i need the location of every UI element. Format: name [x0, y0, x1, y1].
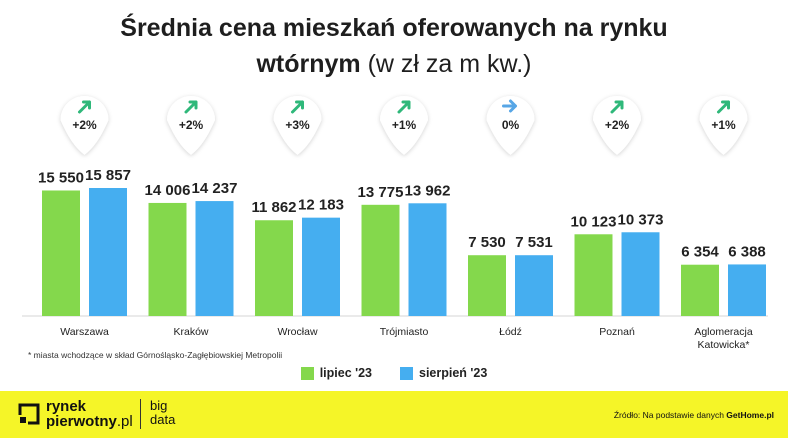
change-label: +2%	[72, 118, 97, 132]
bar	[574, 234, 613, 316]
bar	[302, 217, 340, 316]
chart-title-unit: (w zł za m kw.)	[367, 50, 532, 78]
bar	[42, 190, 80, 316]
legend-swatch-august	[400, 366, 413, 380]
chart-title: Średnia cena mieszkań oferowanych na ryn…	[0, 10, 788, 82]
category-label: Katowicka*	[698, 339, 750, 351]
change-bubble	[593, 96, 641, 155]
arrow-up-right-icon	[78, 100, 91, 114]
bar	[361, 204, 400, 316]
bigdata-line1: big	[150, 398, 168, 413]
bar-value-label: 6 354	[681, 244, 719, 261]
arrow-up-right-icon	[291, 100, 304, 114]
bar	[681, 264, 719, 316]
brand-mark-icon	[18, 403, 40, 425]
bar-value-label: 14 006	[145, 182, 191, 199]
brand-line1: rynek	[46, 398, 87, 415]
brand-tld: .pl	[116, 413, 133, 430]
bar	[515, 255, 553, 316]
category-label: Aglomeracja	[694, 326, 753, 338]
bar	[621, 232, 660, 316]
change-label: 0%	[502, 118, 520, 132]
arrow-up-right-icon	[397, 100, 411, 114]
change-bubble	[273, 96, 322, 155]
bar	[195, 201, 234, 316]
brand-line2-wrap: pierwotny.pl	[46, 414, 133, 429]
bar	[89, 188, 127, 316]
change-bubble	[167, 96, 215, 155]
change-label: +1%	[711, 118, 736, 132]
footer-bar: rynek pierwotny.pl big data Źródło: Na p…	[0, 391, 788, 438]
arrow-up-right-icon	[184, 100, 198, 114]
category-label: Kraków	[173, 326, 208, 338]
change-label: +2%	[179, 118, 204, 132]
change-label: +3%	[285, 118, 310, 132]
brand-line2: pierwotny	[46, 413, 117, 430]
bar-value-label: 7 531	[515, 234, 553, 251]
bar	[148, 202, 187, 316]
bar	[408, 203, 447, 316]
category-label: Poznań	[599, 326, 635, 338]
arrow-right-icon	[502, 99, 517, 113]
chart-title-line2: wtórnym (w zł za m kw.)	[0, 46, 788, 82]
bar-value-label: 15 550	[38, 169, 84, 186]
legend-swatch-july	[300, 366, 314, 380]
change-bubble	[60, 96, 109, 155]
bigdata-label: big data	[150, 399, 175, 427]
legend-label-july: lipiec '23	[319, 366, 372, 380]
legend-item-august: sierpień '23	[400, 366, 487, 380]
bar-value-label: 13 962	[405, 182, 451, 199]
category-label: Łódź	[499, 326, 522, 338]
source-note: Źródło: Na podstawie danych GetHome.pl	[614, 410, 774, 420]
bar-value-label: 10 373	[618, 211, 664, 228]
category-label: Trójmiasto	[380, 326, 429, 338]
source-prefix: Źródło: Na podstawie danych	[613, 410, 724, 420]
bar-value-label: 15 857	[85, 167, 131, 184]
bar-value-label: 13 775	[358, 184, 404, 201]
category-label: Wrocław	[277, 326, 317, 338]
arrow-up-right-icon	[717, 100, 730, 114]
brand-text: rynek pierwotny.pl	[46, 399, 133, 429]
bar-value-label: 14 237	[192, 180, 238, 197]
bar-value-label: 11 862	[251, 199, 296, 216]
bar-value-label: 10 123	[571, 213, 617, 230]
change-label: +1%	[392, 118, 417, 132]
chart-title-line1: Średnia cena mieszkań oferowanych na ryn…	[120, 14, 668, 42]
bar-chart: 15 550 15 857 Warszawa +2% 14 006 14 237 Krakó…	[22, 96, 768, 351]
bigdata-line2: data	[150, 412, 176, 427]
bar	[728, 264, 766, 316]
arrow-up-right-icon	[610, 100, 624, 114]
footnote: * miasta wchodzące w skład Górnośląsko-Z…	[28, 350, 283, 360]
change-bubble	[486, 96, 535, 155]
bar	[468, 255, 506, 316]
legend-item-july: lipiec '23	[300, 366, 372, 380]
brand-logo: rynek pierwotny.pl	[18, 399, 133, 429]
change-bubble	[380, 96, 428, 155]
source-name: GetHome.pl	[726, 410, 774, 420]
legend: lipiec '23 sierpień '23	[0, 366, 788, 380]
bar-value-label: 7 530	[468, 234, 506, 251]
bars-layer: 15 550 15 857 Warszawa +2% 14 006 14 237 Krakó…	[38, 96, 766, 351]
logo-divider	[140, 399, 141, 429]
bar-value-label: 12 183	[298, 197, 344, 214]
chart-title-bold: wtórnym	[256, 50, 361, 78]
legend-label-august: sierpień '23	[419, 366, 488, 380]
change-bubble	[699, 96, 748, 155]
category-label: Warszawa	[60, 326, 109, 338]
bar-value-label: 6 388	[728, 243, 766, 260]
change-label: +2%	[605, 118, 630, 132]
bar	[255, 220, 293, 316]
